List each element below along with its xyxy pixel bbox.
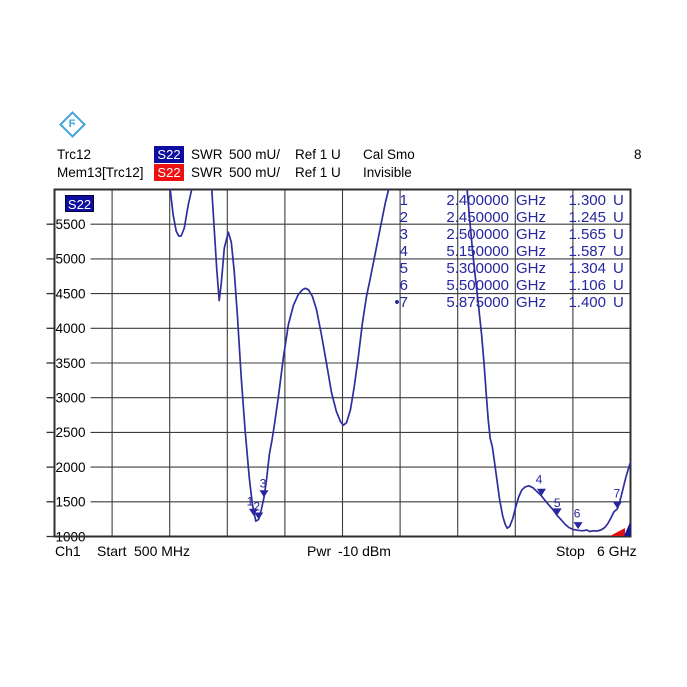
diagram-frame bbox=[53, 188, 632, 538]
power-value[interactable]: -10 dBm bbox=[338, 543, 391, 559]
y-axis-label: 4500 bbox=[55, 286, 85, 301]
marker-3-label: 3 bbox=[260, 476, 267, 490]
marker-frequency: 2.450000 bbox=[446, 209, 509, 226]
start-freq-value[interactable]: 500 MHz bbox=[134, 543, 191, 559]
marker-value-unit: U bbox=[613, 209, 624, 226]
marker-value: 1.587 bbox=[568, 243, 606, 260]
marker-table-row[interactable]: 2 2.450000 GHz 1.245 U bbox=[390, 209, 634, 226]
marker-2-glyph[interactable] bbox=[254, 512, 264, 520]
stop-freq-label: Stop bbox=[556, 543, 585, 559]
marker-number: 3 bbox=[399, 226, 408, 243]
marker-number: 2 bbox=[399, 209, 408, 226]
power-label: Pwr bbox=[307, 543, 332, 559]
marker-value: 1.565 bbox=[568, 226, 606, 243]
marker-value-unit: U bbox=[613, 226, 624, 243]
marker-6-label: 6 bbox=[574, 507, 581, 521]
marker-frequency-unit: GHz bbox=[516, 294, 546, 311]
marker-number: •7 bbox=[394, 294, 408, 311]
marker-table: 1 2.400000 GHz 1.300 U 2 2.450000 GHz 1.245 U 3 2.5… bbox=[390, 192, 634, 311]
mem-visibility-status: Invisible bbox=[363, 165, 412, 180]
mem-trace-name-label[interactable]: Mem13[Trc12] bbox=[57, 165, 144, 180]
mem-scale-label[interactable]: 500 mU/ bbox=[229, 165, 281, 180]
marker-table-row[interactable]: 1 2.400000 GHz 1.300 U bbox=[390, 192, 634, 209]
y-axis-label: 2500 bbox=[55, 425, 85, 440]
marker-4-glyph[interactable] bbox=[537, 488, 546, 496]
y-axis-label: 3000 bbox=[55, 391, 85, 406]
y-axis-label: 2000 bbox=[55, 460, 85, 475]
marker-frequency-unit: GHz bbox=[516, 243, 546, 260]
marker-value: 1.300 bbox=[568, 192, 606, 209]
marker-5-glyph[interactable] bbox=[552, 508, 562, 516]
marker-value: 1.245 bbox=[568, 209, 606, 226]
marker-number: 4 bbox=[399, 243, 408, 260]
marker-frequency: 5.150000 bbox=[446, 243, 509, 260]
marker-table-row[interactable]: 6 5.500000 GHz 1.106 U bbox=[390, 277, 634, 294]
y-axis-label: 5000 bbox=[55, 252, 85, 267]
marker-table-row[interactable]: 4 5.150000 GHz 1.587 U bbox=[390, 243, 634, 260]
marker-number: 5 bbox=[399, 260, 408, 277]
marker-7-label: 7 bbox=[614, 487, 621, 501]
marker-frequency-unit: GHz bbox=[516, 226, 546, 243]
marker-3-glyph[interactable] bbox=[259, 490, 269, 498]
marker-1-label: 1 bbox=[247, 495, 254, 509]
marker-7-glyph[interactable] bbox=[612, 501, 622, 509]
trace-parameter-badge[interactable]: S22 bbox=[154, 146, 184, 163]
marker-frequency: 5.500000 bbox=[446, 277, 509, 294]
marker-6-glyph[interactable] bbox=[573, 522, 583, 530]
trace-cal-status: Cal Smo bbox=[363, 147, 415, 162]
trace-name-label[interactable]: Trc12 bbox=[57, 147, 92, 162]
window-count-label: 8 bbox=[634, 147, 642, 162]
diagram-trace-badge[interactable]: S22 bbox=[65, 195, 94, 212]
swr-plot-area[interactable]: 5500500045004000350030002500200015001000… bbox=[45, 181, 637, 543]
marker-value-unit: U bbox=[613, 294, 624, 311]
marker-table-row[interactable]: •7 5.875000 GHz 1.400 U bbox=[390, 294, 634, 311]
trace-scale-label[interactable]: 500 mU/ bbox=[229, 147, 281, 162]
trace-corner-indicator bbox=[624, 521, 631, 536]
marker-value: 1.400 bbox=[568, 294, 606, 311]
stop-freq-value[interactable]: 6 GHz bbox=[597, 543, 637, 559]
swr-trace bbox=[169, 188, 193, 237]
marker-value-unit: U bbox=[613, 243, 624, 260]
y-axis-label: 3500 bbox=[55, 356, 85, 371]
marker-frequency-unit: GHz bbox=[516, 277, 546, 294]
marker-1-glyph[interactable] bbox=[249, 508, 258, 516]
marker-table-row[interactable]: 3 2.500000 GHz 1.565 U bbox=[390, 226, 634, 243]
marker-number: 1 bbox=[399, 192, 408, 209]
marker-value-unit: U bbox=[613, 277, 624, 294]
y-axis-label: 4000 bbox=[55, 321, 85, 336]
marker-4-label: 4 bbox=[536, 472, 543, 486]
mem-ref-label[interactable]: Ref 1 U bbox=[295, 165, 341, 180]
channel-label[interactable]: Ch1 bbox=[55, 543, 81, 559]
marker-2-label: 2 bbox=[253, 500, 260, 514]
marker-value: 1.304 bbox=[568, 260, 606, 277]
marker-number: 6 bbox=[399, 277, 408, 294]
marker-frequency: 5.875000 bbox=[446, 294, 509, 311]
rs-logo: Ϝ bbox=[58, 110, 86, 138]
marker-frequency: 5.300000 bbox=[446, 260, 509, 277]
marker-frequency: 2.500000 bbox=[446, 226, 509, 243]
marker-value-unit: U bbox=[613, 192, 624, 209]
start-freq-label: Start bbox=[97, 543, 127, 559]
mem-trace-corner-indicator bbox=[610, 528, 625, 536]
trace-format-label[interactable]: SWR bbox=[191, 147, 223, 162]
trace-ref-label[interactable]: Ref 1 U bbox=[295, 147, 341, 162]
marker-frequency-unit: GHz bbox=[516, 192, 546, 209]
marker-5-label: 5 bbox=[554, 496, 561, 510]
marker-frequency: 2.400000 bbox=[446, 192, 509, 209]
marker-value-unit: U bbox=[613, 260, 624, 277]
y-axis-label: 1500 bbox=[55, 495, 85, 510]
marker-frequency-unit: GHz bbox=[516, 209, 546, 226]
marker-table-row[interactable]: 5 5.300000 GHz 1.304 U bbox=[390, 260, 634, 277]
logo-glyph: Ϝ bbox=[68, 118, 76, 130]
swr-trace bbox=[466, 188, 632, 533]
swr-trace bbox=[210, 188, 390, 523]
marker-frequency-unit: GHz bbox=[516, 260, 546, 277]
y-axis-label: 5500 bbox=[55, 217, 85, 232]
mem-format-label[interactable]: SWR bbox=[191, 165, 223, 180]
mem-parameter-badge[interactable]: S22 bbox=[154, 164, 184, 181]
marker-value: 1.106 bbox=[568, 277, 606, 294]
